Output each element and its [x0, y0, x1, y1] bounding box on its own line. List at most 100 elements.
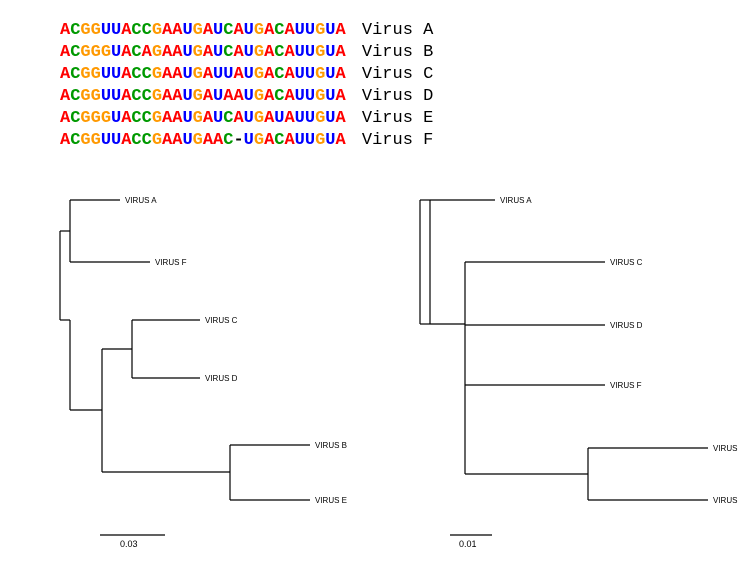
nucleotide: G	[254, 131, 264, 150]
nucleotide: G	[254, 87, 264, 106]
nucleotide: C	[142, 65, 152, 84]
nucleotide: A	[233, 87, 243, 106]
nucleotide: A	[121, 21, 131, 40]
nucleotide: C	[131, 109, 141, 128]
nucleotide: U	[305, 109, 315, 128]
nucleotide: C	[70, 65, 80, 84]
nucleotide: G	[91, 131, 101, 150]
nucleotide: U	[325, 21, 335, 40]
nucleotide: G	[152, 21, 162, 40]
nucleotide: U	[325, 131, 335, 150]
nucleotide: A	[162, 65, 172, 84]
nucleotide: C	[274, 65, 284, 84]
nucleotide: U	[111, 131, 121, 150]
alignment-row: ACGGGUACAGAAUGAUCAUGACAUUGUA Virus B	[60, 42, 433, 64]
nucleotide: A	[335, 131, 345, 150]
nucleotide: G	[80, 65, 90, 84]
nucleotide: G	[193, 65, 203, 84]
nucleotide: C	[142, 131, 152, 150]
alignment-label: Virus B	[352, 43, 434, 62]
tip-label: VIRUS B	[713, 444, 740, 453]
nucleotide: A	[172, 109, 182, 128]
nucleotide: A	[213, 131, 223, 150]
phylogenetic-tree-right: VIRUS AVIRUS CVIRUS DVIRUS FVIRUS BVIRUS…	[400, 180, 740, 560]
nucleotide: C	[274, 131, 284, 150]
nucleotide: G	[193, 131, 203, 150]
alignment-label: Virus C	[352, 65, 434, 84]
nucleotide: U	[295, 87, 305, 106]
nucleotide: A	[121, 87, 131, 106]
nucleotide: A	[172, 87, 182, 106]
nucleotide: C	[223, 131, 233, 150]
nucleotide: A	[335, 65, 345, 84]
nucleotide: U	[213, 21, 223, 40]
nucleotide: A	[172, 131, 182, 150]
nucleotide: U	[244, 131, 254, 150]
nucleotide: G	[254, 109, 264, 128]
nucleotide: G	[315, 21, 325, 40]
nucleotide: G	[91, 43, 101, 62]
nucleotide: U	[182, 109, 192, 128]
nucleotide: C	[142, 21, 152, 40]
nucleotide: U	[295, 131, 305, 150]
nucleotide: G	[152, 87, 162, 106]
nucleotide: U	[101, 131, 111, 150]
nucleotide: C	[223, 109, 233, 128]
nucleotide: A	[233, 109, 243, 128]
nucleotide: A	[233, 43, 243, 62]
nucleotide: U	[101, 21, 111, 40]
nucleotide: A	[284, 21, 294, 40]
alignment-row: ACGGUUACCGAAUGAUAAUGACAUUGUA Virus D	[60, 86, 433, 108]
nucleotide: A	[142, 43, 152, 62]
nucleotide: A	[172, 65, 182, 84]
nucleotide: U	[295, 21, 305, 40]
nucleotide: A	[162, 21, 172, 40]
alignment-label: Virus F	[352, 131, 434, 150]
nucleotide: A	[60, 87, 70, 106]
tip-label: VIRUS D	[610, 321, 643, 330]
nucleotide: C	[274, 87, 284, 106]
nucleotide: U	[182, 131, 192, 150]
nucleotide: A	[60, 131, 70, 150]
nucleotide: A	[172, 21, 182, 40]
nucleotide: G	[315, 109, 325, 128]
nucleotide: A	[121, 131, 131, 150]
nucleotide: A	[60, 109, 70, 128]
nucleotide: A	[203, 43, 213, 62]
nucleotide: C	[223, 21, 233, 40]
nucleotide: U	[182, 43, 192, 62]
nucleotide: G	[80, 109, 90, 128]
nucleotide: U	[305, 87, 315, 106]
nucleotide: U	[111, 21, 121, 40]
nucleotide: C	[70, 131, 80, 150]
nucleotide: A	[121, 109, 131, 128]
nucleotide: A	[264, 87, 274, 106]
nucleotide: G	[101, 109, 111, 128]
nucleotide: A	[60, 43, 70, 62]
tip-label: VIRUS A	[125, 196, 157, 205]
nucleotide: U	[213, 109, 223, 128]
nucleotide: G	[254, 43, 264, 62]
nucleotide: G	[254, 65, 264, 84]
nucleotide: U	[325, 87, 335, 106]
nucleotide: G	[193, 43, 203, 62]
nucleotide: U	[182, 21, 192, 40]
nucleotide: U	[305, 21, 315, 40]
nucleotide: A	[121, 43, 131, 62]
nucleotide: U	[111, 65, 121, 84]
nucleotide: A	[203, 21, 213, 40]
nucleotide: U	[223, 65, 233, 84]
nucleotide: U	[295, 65, 305, 84]
nucleotide: G	[101, 43, 111, 62]
nucleotide: A	[284, 65, 294, 84]
nucleotide: C	[131, 43, 141, 62]
nucleotide: A	[203, 87, 213, 106]
nucleotide: U	[182, 65, 192, 84]
nucleotide: U	[213, 43, 223, 62]
nucleotide: C	[70, 43, 80, 62]
tip-label: VIRUS E	[713, 496, 740, 505]
nucleotide: G	[80, 131, 90, 150]
nucleotide: U	[244, 43, 254, 62]
nucleotide: G	[91, 21, 101, 40]
nucleotide: A	[264, 65, 274, 84]
